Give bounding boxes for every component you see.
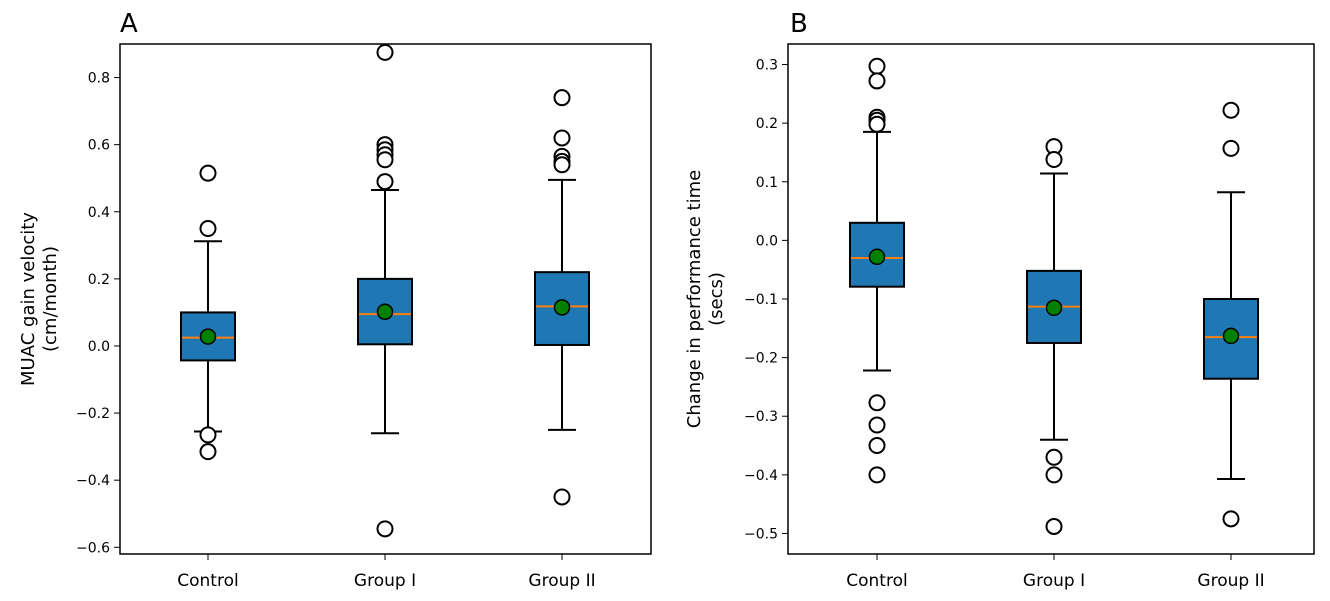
mean-marker <box>1222 327 1240 345</box>
outlier-point <box>868 394 886 412</box>
outlier-point <box>1222 139 1240 157</box>
panel-a: A MUAC gain velocity (cm/month) −0.6 −0.4 −0.… <box>18 9 652 591</box>
x-tick-label: Control <box>846 571 907 591</box>
y-tick-label: 0.2 <box>88 272 110 288</box>
box-control <box>180 164 236 461</box>
outlier-point <box>199 164 217 182</box>
outlier-point <box>868 437 886 455</box>
box-group-ii <box>534 89 590 506</box>
outlier-point <box>868 466 886 484</box>
box-control <box>849 57 905 484</box>
outlier-point <box>868 115 886 133</box>
y-tick-label: −0.4 <box>744 468 778 484</box>
outlier-point <box>376 173 394 191</box>
outlier-point <box>868 72 886 90</box>
box-group-i <box>1026 138 1082 535</box>
y-tick-label: −0.6 <box>76 540 110 556</box>
axes-frame <box>787 43 1315 555</box>
y-axis-title-line: (cm/month) <box>40 246 61 352</box>
y-tick-label: 0.0 <box>756 233 778 249</box>
box-group-ii <box>1203 101 1259 528</box>
outlier-point <box>1222 101 1240 119</box>
x-tick-label: Group I <box>1023 571 1085 591</box>
x-tick-label: Group II <box>528 571 595 591</box>
y-tick-label: 0.1 <box>756 175 778 191</box>
outlier-point <box>868 57 886 75</box>
y-axis-title-line: Change in performance time <box>684 170 705 428</box>
y-tick-label: 0.4 <box>88 205 110 221</box>
outlier-point <box>868 416 886 434</box>
outlier-point <box>376 151 394 169</box>
mean-marker <box>1045 299 1063 317</box>
outlier-point <box>199 220 217 238</box>
outlier-point <box>553 488 571 506</box>
y-tick-label: −0.2 <box>744 351 778 367</box>
outlier-point <box>376 43 394 61</box>
outlier-point <box>1222 510 1240 528</box>
panel-b: B Change in performance time (secs) −0.5 −0.… <box>684 9 1315 591</box>
outlier-point <box>199 443 217 461</box>
y-tick-label: 0.0 <box>88 339 110 355</box>
y-tick-label: −0.2 <box>76 406 110 422</box>
y-axis-title-line: (secs) <box>706 272 727 326</box>
y-tick-label: 0.6 <box>88 138 110 154</box>
outlier-point <box>1045 448 1063 466</box>
outlier-point <box>1045 150 1063 168</box>
x-tick-label: Group I <box>354 571 416 591</box>
iqr-box <box>534 271 590 346</box>
y-tick-label: 0.2 <box>756 116 778 132</box>
mean-marker <box>199 328 217 345</box>
y-tick-label: −0.3 <box>744 409 778 425</box>
y-tick-label: −0.4 <box>76 473 110 489</box>
outlier-point <box>199 426 217 444</box>
box-group-i <box>357 43 413 538</box>
mean-marker <box>553 299 571 316</box>
panel-label: A <box>120 9 138 39</box>
outlier-point <box>1045 517 1063 535</box>
mean-marker <box>376 303 394 320</box>
y-tick-label: 0.3 <box>756 58 778 74</box>
y-tick-label: 0.8 <box>88 71 110 87</box>
panel-label: B <box>790 9 808 39</box>
mean-marker <box>868 248 886 266</box>
x-tick-label: Control <box>177 571 238 591</box>
y-tick-label: −0.5 <box>744 526 778 542</box>
outlier-point <box>1045 466 1063 484</box>
outlier-point <box>376 520 394 538</box>
outlier-point <box>553 89 571 107</box>
y-tick-label: −0.1 <box>744 292 778 308</box>
outlier-point <box>553 129 571 147</box>
axes-frame <box>119 43 652 555</box>
outlier-point <box>553 156 571 174</box>
y-axis-title-line: MUAC gain velocity <box>18 212 39 386</box>
x-tick-label: Group II <box>1197 571 1264 591</box>
